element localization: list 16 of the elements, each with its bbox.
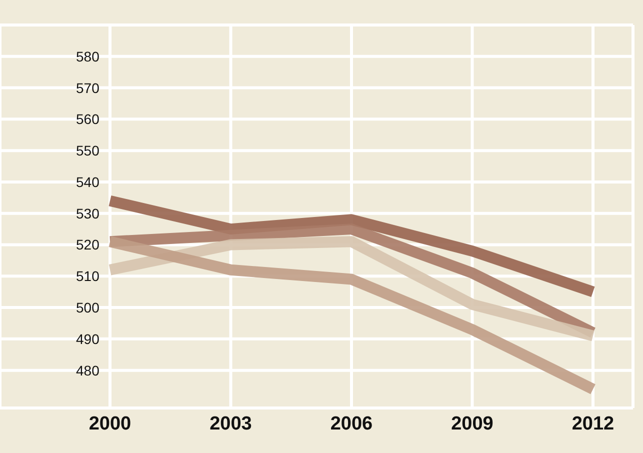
x-tick-label: 2012 <box>572 413 614 434</box>
y-tick-label: 570 <box>76 80 100 96</box>
y-tick-label: 550 <box>76 142 100 159</box>
y-tick-label: 540 <box>76 174 100 190</box>
x-tick-label: 2006 <box>330 413 373 434</box>
y-tick-label: 510 <box>76 268 100 284</box>
y-tick-label: 520 <box>76 236 100 253</box>
x-tick-label: 2009 <box>451 413 494 434</box>
y-tick-label: 490 <box>76 330 100 347</box>
y-tick-label: 530 <box>76 205 100 222</box>
x-tick-label: 2003 <box>210 413 252 434</box>
y-tick-label: 480 <box>76 362 100 378</box>
y-tick-label: 580 <box>76 48 100 64</box>
y-tick-label: 500 <box>76 300 100 316</box>
y-tick-label: 560 <box>76 111 100 128</box>
x-tick-label: 2000 <box>88 413 132 434</box>
